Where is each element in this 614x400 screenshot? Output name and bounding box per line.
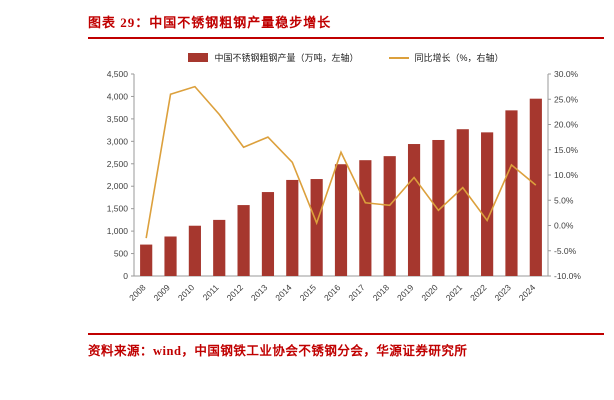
svg-text:15.0%: 15.0% <box>554 145 579 155</box>
svg-text:3,500: 3,500 <box>107 114 129 124</box>
svg-text:2,500: 2,500 <box>107 159 129 169</box>
legend-item-growth: 同比增长（%，右轴） <box>388 51 504 64</box>
svg-text:4,500: 4,500 <box>107 69 129 79</box>
svg-text:2022: 2022 <box>468 282 489 303</box>
svg-text:2018: 2018 <box>371 282 392 303</box>
svg-text:0: 0 <box>123 271 128 281</box>
source-note: 资料来源：wind，中国钢铁工业协会不锈钢分会，华源证券研究所 <box>88 344 468 358</box>
svg-text:20.0%: 20.0% <box>554 120 579 130</box>
svg-text:1,000: 1,000 <box>107 226 129 236</box>
chart-card: 中国不锈钢粗钢产量（万吨，左轴） 同比增长（%，右轴） 0 500 1,000 1,5… <box>88 51 604 327</box>
svg-text:5.0%: 5.0% <box>554 195 574 205</box>
svg-text:2011: 2011 <box>201 282 221 302</box>
chart-legend: 中国不锈钢粗钢产量（万吨，左轴） 同比增长（%，右轴） <box>88 51 604 64</box>
svg-text:2023: 2023 <box>492 282 513 303</box>
legend-item-production: 中国不锈钢粗钢产量（万吨，左轴） <box>188 51 359 64</box>
svg-text:4,000: 4,000 <box>107 91 129 101</box>
svg-text:0.0%: 0.0% <box>554 221 574 231</box>
svg-text:2019: 2019 <box>395 282 416 303</box>
source-divider <box>88 333 604 335</box>
svg-text:2010: 2010 <box>176 282 197 303</box>
svg-text:2008: 2008 <box>127 282 148 303</box>
svg-text:2014: 2014 <box>273 282 294 303</box>
svg-text:2021: 2021 <box>444 282 465 303</box>
svg-text:10.0%: 10.0% <box>554 170 579 180</box>
svg-text:2013: 2013 <box>249 282 270 303</box>
svg-text:2009: 2009 <box>151 282 172 303</box>
svg-text:2015: 2015 <box>298 282 319 303</box>
svg-text:2016: 2016 <box>322 282 343 303</box>
title-divider <box>88 37 604 39</box>
production-growth-chart: 0 500 1,000 1,500 2,000 2,500 3,000 3,500 4,000 4… <box>107 69 582 303</box>
svg-text:-5.0%: -5.0% <box>554 246 577 256</box>
line-series-swatch <box>388 56 409 59</box>
svg-text:2,000: 2,000 <box>107 181 129 191</box>
bar-series-swatch <box>188 53 209 62</box>
legend-label-production: 中国不锈钢粗钢产量（万吨，左轴） <box>214 53 359 63</box>
legend-label-growth: 同比增长（%，右轴） <box>414 53 504 63</box>
svg-text:-10.0%: -10.0% <box>554 271 581 281</box>
svg-text:500: 500 <box>114 249 128 259</box>
svg-text:1,500: 1,500 <box>107 204 129 214</box>
svg-text:2017: 2017 <box>346 282 367 303</box>
svg-text:25.0%: 25.0% <box>554 94 579 104</box>
figure-title: 图表 29：中国不锈钢粗钢产量稳步增长 <box>88 15 332 30</box>
svg-text:30.0%: 30.0% <box>554 69 579 79</box>
svg-text:3,000: 3,000 <box>107 136 129 146</box>
svg-text:2020: 2020 <box>419 282 440 303</box>
svg-text:2012: 2012 <box>225 282 246 303</box>
svg-text:2024: 2024 <box>517 282 538 303</box>
